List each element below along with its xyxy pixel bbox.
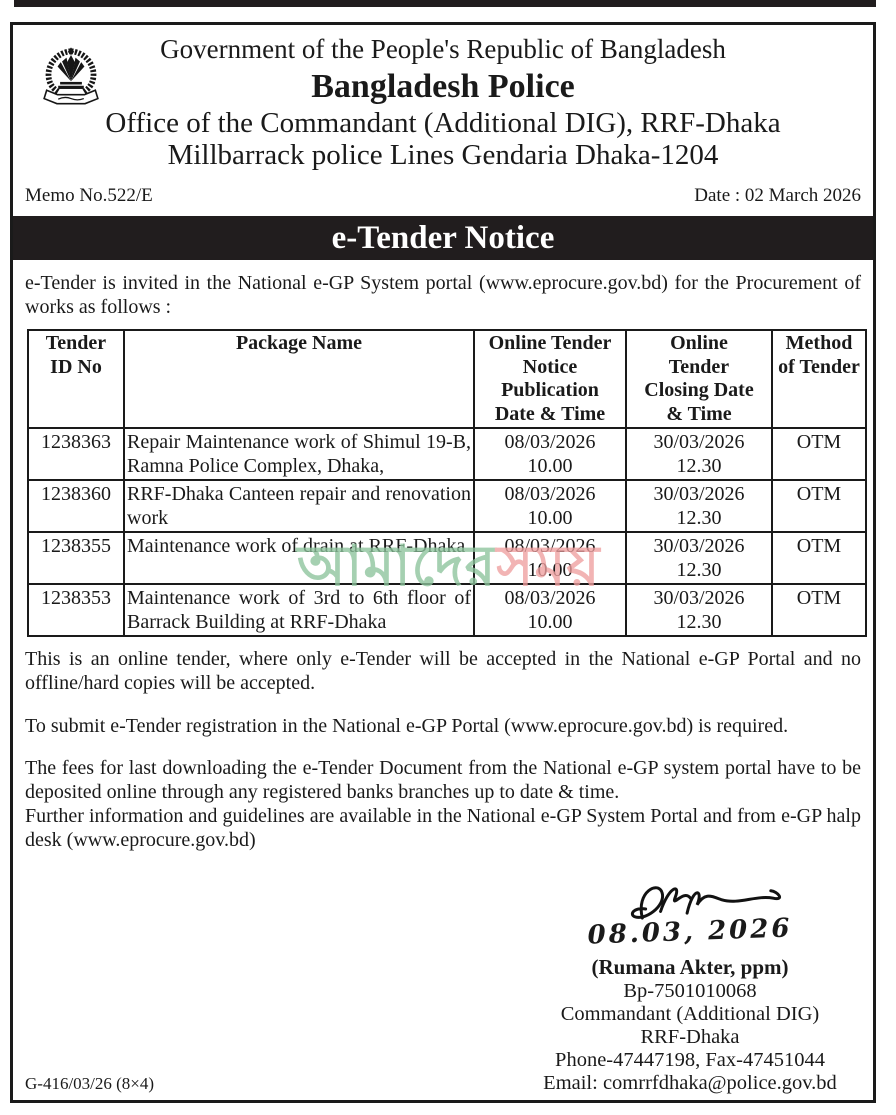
publication-time: 10.00 xyxy=(527,559,573,581)
table-row: 1238355 Maintenance work of drain at RRF… xyxy=(27,531,867,585)
body-paragraph-fees: The fees for last downloading the e-Tend… xyxy=(25,757,861,803)
body-paragraph-further-info: Further information and guidelines are a… xyxy=(25,805,861,851)
tender-id: 1238360 xyxy=(27,479,125,533)
press-code: G-416/03/26 (8×4) xyxy=(25,1074,155,1093)
signature-block: 08.03, 2026 (Rumana Akter, ppm) Bp-75010… xyxy=(515,875,865,1095)
memo-date: Date : 02 March 2026 xyxy=(694,185,861,206)
tender-table: Tender ID No Package Name Online Tender … xyxy=(27,329,867,637)
tender-id: 1238355 xyxy=(27,531,125,585)
handwritten-date: 08.03, 2026 xyxy=(587,913,793,951)
publication-time: 10.00 xyxy=(527,455,573,477)
tender-method: OTM xyxy=(771,583,867,637)
tender-id: 1238363 xyxy=(27,427,125,481)
table-header-row: Tender ID No Package Name Online Tender … xyxy=(27,329,867,429)
tender-id: 1238353 xyxy=(27,583,125,637)
col-header-tender-id: Tender ID No xyxy=(27,329,125,429)
publication-date-time: 08/03/2026 10.00 xyxy=(473,427,627,481)
letterhead: Government of the People's Republic of B… xyxy=(13,25,873,171)
signatory-email: Email: comrrfdhaka@police.gov.bd xyxy=(543,1072,837,1094)
signatory-bp-number: Bp-7501010068 xyxy=(623,980,757,1002)
col-header-method: Method of Tender xyxy=(771,329,867,429)
notice-document: Government of the People's Republic of B… xyxy=(10,22,876,1103)
package-name: Repair Maintenance work of Shimul 19-B, … xyxy=(123,427,475,481)
signatory-designation: Commandant (Additional DIG) xyxy=(560,1003,820,1025)
table-row: 1238363 Repair Maintenance work of Shimu… xyxy=(27,427,867,481)
publication-time: 10.00 xyxy=(527,611,573,633)
publication-date: 08/03/2026 xyxy=(504,431,596,453)
closing-date-time: 30/03/2026 12.30 xyxy=(625,479,773,533)
cropped-box-edge xyxy=(14,0,876,7)
signatory-phone-fax: Phone-47447198, Fax-47451044 xyxy=(555,1049,825,1071)
government-line: Government of the People's Republic of B… xyxy=(160,34,726,64)
package-name: Maintenance work of drain at RRF-Dhaka xyxy=(123,531,475,585)
signatory-unit: RRF-Dhaka xyxy=(640,1026,740,1048)
notice-title-bar: e-Tender Notice xyxy=(13,216,873,260)
closing-date: 30/03/2026 xyxy=(653,483,745,505)
office-line: Office of the Commandant (Additional DIG… xyxy=(105,107,781,139)
col-header-closing: Online Tender Closing Date & Time xyxy=(625,329,773,429)
package-name: RRF-Dhaka Canteen repair and renovation … xyxy=(123,479,475,533)
col-header-publication: Online Tender Notice Publication Date & … xyxy=(473,329,627,429)
bangladesh-police-emblem-icon xyxy=(43,47,99,105)
publication-time: 10.00 xyxy=(527,507,573,529)
package-name: Maintenance work of 3rd to 6th floor of … xyxy=(123,583,475,637)
tender-method: OTM xyxy=(771,479,867,533)
memo-row: Memo No.522/E Date : 02 March 2026 xyxy=(13,184,873,208)
closing-date: 30/03/2026 xyxy=(653,431,745,453)
table-row: 1238360 RRF-Dhaka Canteen repair and ren… xyxy=(27,479,867,533)
closing-date: 30/03/2026 xyxy=(653,587,745,609)
table-row: 1238353 Maintenance work of 3rd to 6th f… xyxy=(27,583,867,637)
publication-date-time: 08/03/2026 10.00 xyxy=(473,583,627,637)
closing-time: 12.30 xyxy=(676,507,722,529)
publication-date-time: 08/03/2026 10.00 xyxy=(473,479,627,533)
publication-date: 08/03/2026 xyxy=(504,587,596,609)
handwritten-signature-icon xyxy=(630,886,782,920)
closing-date-time: 30/03/2026 12.30 xyxy=(625,427,773,481)
closing-date: 30/03/2026 xyxy=(653,535,745,557)
body-paragraph-registration: To submit e-Tender registration in the N… xyxy=(25,715,789,737)
publication-date-time: 08/03/2026 10.00 xyxy=(473,531,627,585)
publication-date: 08/03/2026 xyxy=(504,535,596,557)
body-paragraph-online-only: This is an online tender, where only e-T… xyxy=(25,648,861,694)
address-line: Millbarrack police Lines Gendaria Dhaka-… xyxy=(167,139,719,171)
memo-number: Memo No.522/E xyxy=(25,185,153,206)
tender-method: OTM xyxy=(771,531,867,585)
signatory-name: (Rumana Akter, ppm) xyxy=(591,955,789,979)
closing-time: 12.30 xyxy=(676,559,722,581)
publication-date: 08/03/2026 xyxy=(504,483,596,505)
closing-time: 12.30 xyxy=(676,611,722,633)
col-header-package-name: Package Name xyxy=(123,329,475,429)
closing-time: 12.30 xyxy=(676,455,722,477)
organization-name: Bangladesh Police xyxy=(311,68,575,105)
closing-date-time: 30/03/2026 12.30 xyxy=(625,531,773,585)
closing-date-time: 30/03/2026 12.30 xyxy=(625,583,773,637)
intro-paragraph: e-Tender is invited in the National e-GP… xyxy=(25,272,861,318)
tender-method: OTM xyxy=(771,427,867,481)
